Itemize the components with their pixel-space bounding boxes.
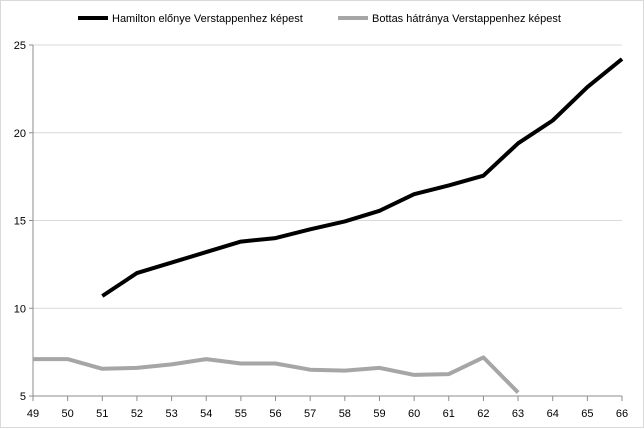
- y-tick-label: 10: [14, 303, 26, 315]
- y-axis-ticks: 5 10 15 20 25: [14, 40, 33, 403]
- x-tick-label: 57: [304, 408, 316, 420]
- x-tick-label: 64: [547, 408, 559, 420]
- x-tick-label: 62: [477, 408, 489, 420]
- x-tick-label: 50: [62, 408, 74, 420]
- x-axis-ticks: 49 50 51 52 53 54 55 56 57 58 59 60 61 62 63 64 65 66: [27, 396, 628, 420]
- x-tick-label: 55: [235, 408, 247, 420]
- y-tick-label: 5: [20, 391, 26, 403]
- x-tick-label: 51: [96, 408, 108, 420]
- legend-label-1: Hamilton előnye Verstappenhez képest: [112, 13, 303, 25]
- x-tick-label: 56: [269, 408, 281, 420]
- x-tick-label: 53: [165, 408, 177, 420]
- x-tick-label: 66: [616, 408, 628, 420]
- x-tick-label: 61: [443, 408, 455, 420]
- gridlines: [33, 44, 622, 309]
- x-tick-label: 49: [27, 408, 39, 420]
- x-tick-label: 65: [581, 408, 593, 420]
- series-line-1: [101, 57, 624, 298]
- legend-label-2: Bottas hátránya Verstappenhez képest: [372, 13, 561, 25]
- x-tick-label: 54: [200, 408, 212, 420]
- x-tick-label: 63: [512, 408, 524, 420]
- series-line-2: [33, 355, 520, 394]
- y-tick-label: 25: [14, 40, 26, 52]
- x-tick-label: 52: [131, 408, 143, 420]
- x-tick-label: 60: [408, 408, 420, 420]
- series-lines: [33, 57, 624, 394]
- x-tick-label: 59: [373, 408, 385, 420]
- y-tick-label: 15: [14, 216, 26, 228]
- x-tick-label: 58: [339, 408, 351, 420]
- y-tick-label: 20: [14, 128, 26, 140]
- legend: Hamilton előnye Verstappenhez képest Bott…: [78, 13, 561, 25]
